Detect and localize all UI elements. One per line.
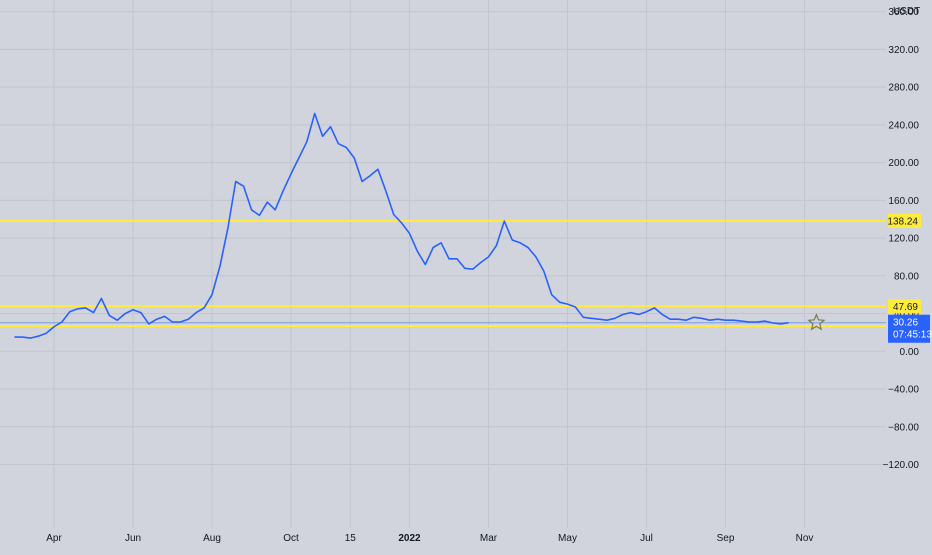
level-price-label: 47.69 <box>893 302 918 313</box>
x-tick-label: Jul <box>640 533 653 544</box>
x-tick-label: Oct <box>283 533 299 544</box>
last-price-countdown: 07:45:13 <box>893 330 932 341</box>
y-tick-label: −120.00 <box>883 460 920 471</box>
y-tick-label: 0.00 <box>900 347 920 358</box>
y-tick-label: 80.00 <box>894 271 919 282</box>
last-price-value: 30.26 <box>893 318 918 329</box>
y-tick-label: 360.00 <box>888 7 919 18</box>
level-price-label: 138.24 <box>887 216 918 227</box>
y-tick-label: 160.00 <box>888 196 919 207</box>
x-tick-label: 2022 <box>398 533 421 544</box>
star-icon[interactable] <box>807 313 826 331</box>
x-tick-label: Mar <box>480 533 498 544</box>
series-line <box>14 112 789 339</box>
marker-layer[interactable] <box>807 313 826 331</box>
y-tick-label: 240.00 <box>888 120 919 131</box>
level-price-badge <box>888 299 921 314</box>
y-tick-label: 120.00 <box>888 234 919 245</box>
x-tick-label: Nov <box>796 533 814 544</box>
y-tick-label: −80.00 <box>888 422 919 433</box>
last-price-badge <box>888 314 930 343</box>
price-axis-currency: USDT <box>893 6 920 17</box>
level-price-badge <box>888 213 921 228</box>
x-tick-label: Jun <box>125 533 141 544</box>
x-tick-label: 15 <box>345 533 357 544</box>
y-tick-label: 280.00 <box>888 83 919 94</box>
x-tick-label: May <box>558 533 577 544</box>
x-tick-label: Sep <box>717 533 735 544</box>
x-tick-label: Apr <box>46 533 62 544</box>
grid-lines <box>0 0 886 528</box>
y-tick-label: 320.00 <box>888 45 919 56</box>
series-layer <box>14 112 789 339</box>
price-axis[interactable]: USDT 360.00 320.00 280.00 240.00 200.00 160.0… <box>883 6 921 471</box>
y-tick-label: 40.00 <box>894 309 919 320</box>
time-axis[interactable]: Apr Jun Aug Oct 15 2022 Mar May Jul Sep Nov <box>46 533 813 544</box>
y-tick-label: −40.00 <box>888 385 919 396</box>
y-tick-label: 200.00 <box>888 158 919 169</box>
x-tick-label: Aug <box>203 533 221 544</box>
